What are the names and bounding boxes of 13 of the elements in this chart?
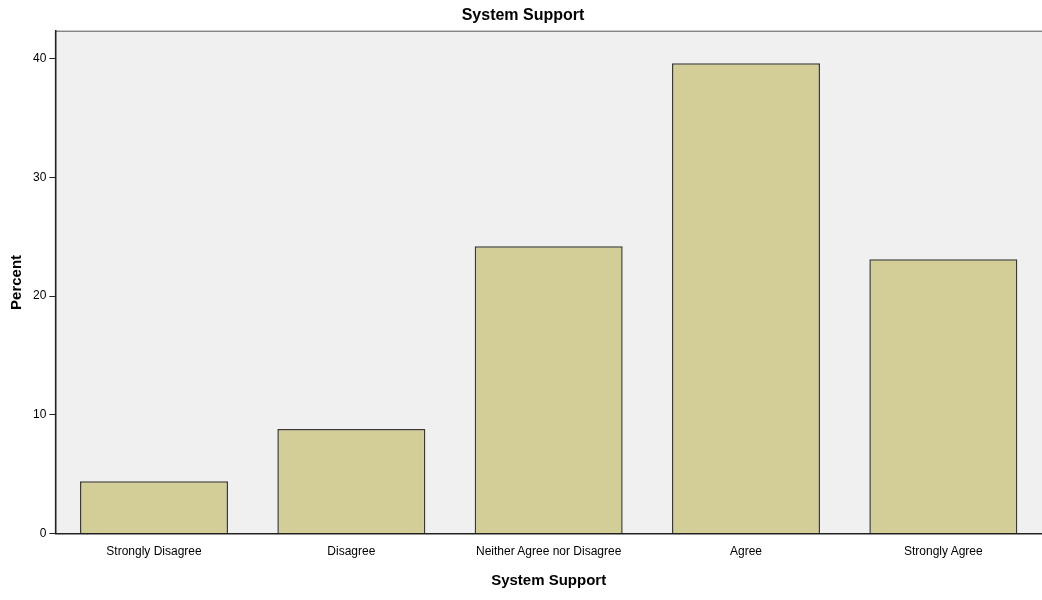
y-axis-title: Percent <box>7 254 25 310</box>
y-tick-label: 10 <box>32 407 47 422</box>
x-tick-label: Strongly Agree <box>903 544 984 559</box>
y-tick-label: 40 <box>32 50 47 65</box>
x-tick-label: Disagree <box>327 544 376 559</box>
y-tick-label: 0 <box>39 525 47 540</box>
x-tick-label: Neither Agree nor Disagree <box>475 544 622 559</box>
x-tick-label: Strongly Disagree <box>106 544 203 559</box>
y-tick-label: 20 <box>32 288 47 303</box>
x-axis-title: System Support <box>491 571 607 589</box>
chart-title: System Support <box>461 6 586 24</box>
x-tick-label: Agree <box>729 544 763 559</box>
y-tick-label: 30 <box>32 169 47 184</box>
